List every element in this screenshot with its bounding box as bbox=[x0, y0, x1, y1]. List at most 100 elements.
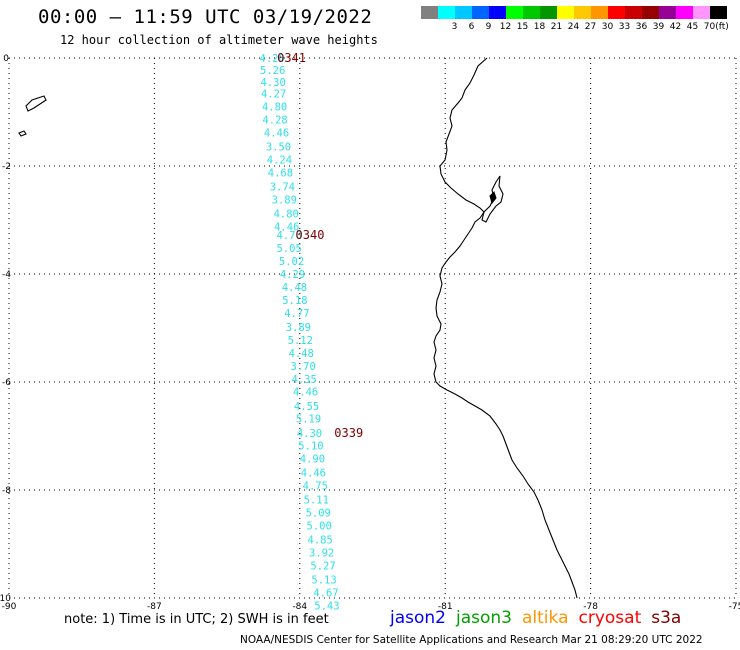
credit-line: NOAA/NESDIS Center for Satellite Applica… bbox=[240, 634, 703, 646]
wave-height-value: 4.67 bbox=[313, 588, 338, 600]
wave-height-value: 4.46 bbox=[301, 468, 326, 480]
scale-tick-label: 42 bbox=[669, 22, 682, 32]
wave-height-value: 3.50 bbox=[266, 142, 291, 154]
scale-swatch bbox=[472, 6, 489, 19]
scale-swatch bbox=[421, 6, 438, 19]
wave-height-value: 3.92 bbox=[309, 548, 334, 560]
coastline bbox=[18, 57, 578, 599]
wave-height-value: 5.02 bbox=[279, 256, 304, 268]
wave-height-value: 5.11 bbox=[304, 495, 329, 507]
scale-swatch bbox=[591, 6, 608, 19]
wave-height-value: 5.05 bbox=[276, 243, 301, 255]
legend-item-altika: altika bbox=[522, 608, 569, 628]
scale-swatch bbox=[489, 6, 506, 19]
lat-tick-label: -4 bbox=[2, 270, 11, 280]
lat-tick-label: -10 bbox=[0, 594, 11, 604]
galapagos-small-island bbox=[18, 130, 27, 137]
lat-lon-grid bbox=[8, 57, 737, 599]
wave-height-value: 4.80 bbox=[274, 209, 299, 221]
map-subtitle: 12 hour collection of altimeter wave hei… bbox=[60, 33, 378, 47]
wave-height-value: 5.10 bbox=[298, 441, 323, 453]
south-america-coastline bbox=[433, 57, 578, 599]
scale-swatch bbox=[659, 6, 676, 19]
wave-height-value: 5.13 bbox=[311, 575, 336, 587]
wave-height-value: 4.46 bbox=[293, 387, 318, 399]
jason3-track: 4.205.264.304.274.804.284.463.504.244.68… bbox=[260, 53, 340, 613]
wave-height-value: 4.80 bbox=[262, 102, 287, 114]
wave-height-value: 3.74 bbox=[270, 182, 295, 194]
wave-height-value: 5.12 bbox=[288, 335, 313, 347]
wave-height-value: 3.89 bbox=[272, 194, 297, 206]
wave-height-value: 4.68 bbox=[268, 167, 293, 179]
wave-height-value: 4.28 bbox=[262, 115, 287, 127]
lon-tick-label: -90 bbox=[2, 602, 17, 612]
scale-swatch bbox=[438, 6, 455, 19]
axis-labels: -90 -87 -84 -81 -78 -75 0 -2 -4 -6 -8 -10 bbox=[0, 54, 740, 612]
scale-unit: (ft) bbox=[715, 22, 729, 32]
wave-height-value: 4.30 bbox=[297, 428, 322, 440]
wave-height-value: 4.55 bbox=[294, 401, 319, 413]
scale-swatch bbox=[642, 6, 659, 19]
lat-tick-label: 0 bbox=[3, 54, 9, 64]
wave-height-value: 5.27 bbox=[310, 561, 335, 573]
scale-tick-label: 70 bbox=[703, 22, 716, 32]
footer-note: note: 1) Time is in UTC; 2) SWH is in fe… bbox=[64, 612, 329, 627]
pass-time-labels: 0341 0340 0339 bbox=[277, 51, 363, 440]
wave-height-value: 4.24 bbox=[267, 155, 292, 167]
lon-tick-label: -84 bbox=[292, 602, 307, 612]
scale-swatch bbox=[523, 6, 540, 19]
scale-swatch bbox=[506, 6, 523, 19]
scale-swatch bbox=[574, 6, 591, 19]
pass-time-label: 0340 bbox=[296, 228, 325, 242]
wave-height-value: 4.75 bbox=[303, 481, 328, 493]
lon-tick-label: -87 bbox=[147, 602, 162, 612]
scale-swatch bbox=[557, 6, 574, 19]
wave-height-value: 4.30 bbox=[260, 77, 285, 89]
lon-tick-label: -75 bbox=[729, 602, 740, 612]
wave-height-value: 5.09 bbox=[306, 508, 331, 520]
scale-swatch bbox=[676, 6, 693, 19]
scale-tick-label: 39 bbox=[652, 22, 665, 32]
legend-item-jason2: jason2 bbox=[390, 608, 446, 628]
scale-tick-label: 15 bbox=[516, 22, 529, 32]
scale-tick-label: 21 bbox=[550, 22, 563, 32]
wave-height-value: 4.35 bbox=[292, 374, 317, 386]
scale-tick-label: 36 bbox=[635, 22, 648, 32]
scale-swatch bbox=[693, 6, 710, 19]
scale-swatch bbox=[625, 6, 642, 19]
scale-tick-label: 18 bbox=[533, 22, 546, 32]
lat-tick-label: -2 bbox=[2, 162, 11, 172]
wave-height-value: 5.00 bbox=[307, 521, 332, 533]
wave-height-value: 3.70 bbox=[291, 361, 316, 373]
wave-height-value: 4.90 bbox=[300, 454, 325, 466]
wave-height-value: 4.46 bbox=[264, 128, 289, 140]
wave-height-value: 3.89 bbox=[286, 322, 311, 334]
lat-tick-label: -6 bbox=[2, 378, 11, 388]
wave-height-value: 4.48 bbox=[289, 348, 314, 360]
map-title: 00:00 – 11:59 UTC 03/19/2022 bbox=[38, 6, 373, 28]
scale-swatch bbox=[710, 6, 727, 19]
wave-height-value: 4.46 bbox=[274, 221, 299, 233]
wave-height-value: 4.70 bbox=[276, 230, 301, 242]
scale-tick-label: 30 bbox=[601, 22, 614, 32]
wave-height-value: 4.27 bbox=[261, 89, 286, 101]
lat-tick-label: -8 bbox=[2, 486, 11, 496]
scale-swatch bbox=[455, 6, 472, 19]
galapagos-isabela-island bbox=[25, 95, 47, 112]
scale-tick-label: 45 bbox=[686, 22, 699, 32]
legend-item-s3a: s3a bbox=[651, 608, 682, 628]
wave-height-value: 5.19 bbox=[296, 414, 321, 426]
wave-height-value: 4.85 bbox=[308, 535, 333, 547]
wave-height-value: 4.20 bbox=[260, 53, 285, 65]
pass-time-label: 0339 bbox=[334, 426, 363, 440]
legend-item-cryosat: cryosat bbox=[578, 608, 642, 628]
scale-swatch bbox=[608, 6, 625, 19]
wave-height-value: 5.26 bbox=[260, 65, 285, 77]
legend-item-jason3: jason3 bbox=[456, 608, 512, 628]
scale-tick-label: 6 bbox=[468, 22, 475, 32]
satellite-legend: jason2 jason3 altika cryosat s3a bbox=[390, 608, 691, 628]
lon-tick-label: -78 bbox=[583, 602, 598, 612]
scale-tick-label: 27 bbox=[584, 22, 597, 32]
puna-island bbox=[489, 191, 497, 205]
